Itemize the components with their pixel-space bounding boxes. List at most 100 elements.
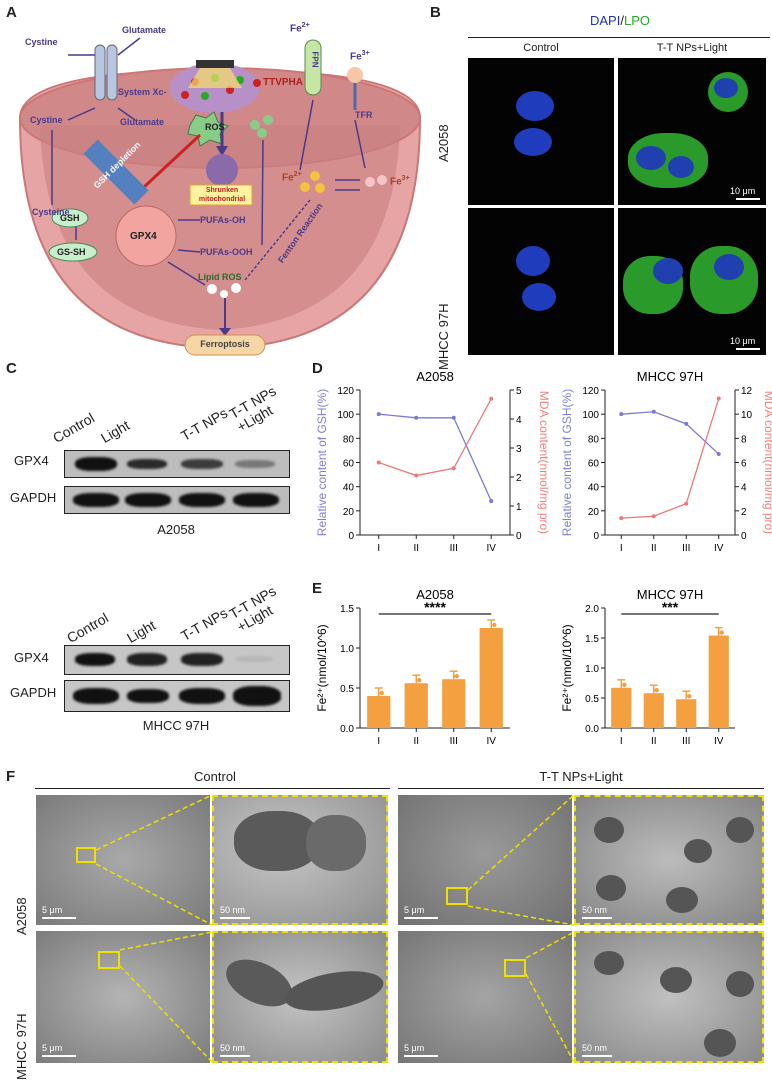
chart-1-xtick-label: I: [620, 543, 623, 554]
chart-1-series-1-point: [716, 396, 721, 401]
chart-3-xtick-label: III: [682, 736, 690, 747]
chart-2-ytick-label: 1.0: [340, 644, 354, 655]
chart-2-xtick-label: IV: [487, 736, 497, 747]
chart-0-y2tick-label: 3: [516, 444, 522, 455]
chart-0-y2label: MDA content(nmol/mg pro): [537, 391, 551, 534]
chart-3-bar: [676, 699, 697, 728]
chart-1-y2tick-label: 8: [741, 434, 747, 445]
fe2-top-label: Fe2+: [290, 22, 310, 35]
chart-1-series-0-line: [621, 411, 720, 455]
chart-1-series-1-line: [621, 398, 720, 519]
panel-b-rule: [468, 37, 770, 38]
chart-2-bar: [404, 683, 428, 728]
chart-1-series-0-point: [619, 412, 624, 417]
chart-1-y2tick-label: 4: [741, 483, 747, 494]
fluor-a2058-control: [468, 58, 614, 205]
chart-0-series-1-point: [414, 473, 419, 478]
glutamate-top-label: Glutamate: [122, 25, 167, 35]
fe2-mid-label: Fe2+: [282, 171, 302, 184]
ferroptosis-label: Ferroptosis: [200, 339, 250, 349]
chart-2-dot: [417, 678, 422, 683]
pufa-ooh-label: PUFAs-OOH: [200, 247, 253, 257]
chart-0-xtick-label: III: [450, 543, 458, 554]
chart-1-ytick-label: 80: [588, 434, 600, 445]
wb2-gapdh-label: GAPDH: [10, 685, 57, 700]
chart-1-series-1-point: [619, 516, 624, 521]
chart-0-ytick-label: 20: [343, 507, 355, 518]
ttvpha-label: TTVPHA: [263, 77, 303, 88]
chart-0-xtick-label: IV: [487, 543, 497, 554]
chart-0-y2tick-label: 2: [516, 473, 522, 484]
chart-0-y2tick-label: 0: [516, 531, 522, 542]
chart-3-bar: [708, 635, 729, 728]
panel-label-d: D: [312, 360, 323, 377]
wb1-lane-ttnps-light: T-T NPs +Light: [226, 382, 279, 435]
panel-b-col-control: Control: [523, 42, 559, 54]
chart-3-ytick-label: 2.0: [585, 604, 599, 615]
chart-0-ytick-label: 60: [343, 459, 355, 470]
wb2-lane-ttnps-light: T-T NPs +Light: [226, 582, 279, 635]
wb2-cell-label: MHCC 97H: [142, 718, 210, 733]
chart-2-sig-label: ****: [424, 599, 446, 615]
wb2-gpx4-blot: [64, 645, 290, 675]
chart-1-ytick-label: 120: [582, 386, 599, 397]
chart-3-ytick-label: 0.0: [585, 724, 599, 735]
chart-1-ytick-label: 40: [588, 483, 600, 494]
chart-2-dot: [492, 622, 497, 628]
panel-label-e: E: [312, 580, 323, 597]
gpx4-schematic-label: GPX4: [130, 231, 157, 242]
chart-0-y2tick-label: 4: [516, 415, 522, 426]
chart-1-series-0-point: [651, 409, 656, 414]
ferroptosis-schematic: [18, 37, 422, 356]
chart-0-ytick-label: 80: [343, 434, 355, 445]
wb2-lane-ttnps: T-T NPs: [178, 604, 231, 644]
cystine-label: Cystine: [30, 115, 63, 125]
chart-3-ylabel: Fe²⁺(nmol/10^6): [560, 624, 574, 711]
glutamate-label: Glutamate: [120, 117, 165, 127]
chart-2-ytick-label: 0.5: [340, 684, 354, 695]
fluor-mhcc-treat: 10 μm: [618, 208, 766, 355]
chart-1-ylabel: Relative content of GSH(%): [560, 389, 574, 536]
chart-2-dot: [454, 674, 459, 679]
fluor-mhcc-control: [468, 208, 614, 355]
scale-b1: 10 μm: [730, 186, 756, 196]
scale-b2: 10 μm: [730, 336, 756, 346]
panel-label-c: C: [6, 360, 17, 377]
wb2-gpx4-label: GPX4: [14, 650, 49, 665]
chart-2-bar: [442, 679, 466, 728]
chart-0-series-0-point: [376, 412, 381, 417]
panel-f-rule-2: [398, 788, 764, 789]
chart-1-y2tick-label: 0: [741, 531, 747, 542]
chart-1-series-0-point: [684, 421, 689, 426]
wb1-gpx4-label: GPX4: [14, 453, 49, 468]
chart-0-ytick-label: 0: [348, 531, 354, 542]
chart-0-xtick-label: II: [413, 543, 419, 554]
cysteine-label: Cysteine: [32, 207, 70, 217]
chart-0-ylabel: Relative content of GSH(%): [315, 389, 329, 536]
panel-f-col-treat: T-T NPs+Light: [539, 769, 623, 784]
tem-a2058-control-low: 5 μm: [36, 795, 210, 925]
chart-2-bar: [367, 696, 391, 728]
tem-a2058-control-high: 50 nm: [212, 795, 388, 925]
chart-1-title: MHCC 97H: [637, 369, 703, 384]
chart-1-y2label: MDA content(nmol/mg pro): [762, 391, 772, 534]
chart-3-ytick-label: 1.0: [585, 664, 599, 675]
chart-1-y2tick-label: 10: [741, 410, 753, 421]
wb1-gpx4-blot: [64, 450, 290, 478]
ros-label: ROS: [205, 122, 225, 132]
chart-1-y2tick-label: 12: [741, 386, 753, 397]
panel-f-rule-1: [35, 788, 390, 789]
chart-2-dot: [379, 690, 384, 696]
chart-0-xtick-label: I: [377, 543, 380, 554]
chart-0-title: A2058: [416, 369, 454, 384]
chart-0-series-0-point: [489, 499, 494, 504]
chart-1-xtick-label: IV: [714, 543, 724, 554]
chart-1-y2tick-label: 6: [741, 459, 747, 470]
fluor-a2058-treat: 10 μm: [618, 58, 766, 205]
chart-0-series-1-point: [376, 460, 381, 465]
chart-0-ytick-label: 100: [337, 410, 354, 421]
chart-3-sig-label: ***: [662, 599, 679, 615]
tem-mhcc-control-low: 5 μm: [36, 931, 210, 1063]
tem-mhcc-treat-high: 50 nm: [574, 931, 764, 1063]
chart-0-series-0-point: [451, 415, 456, 420]
